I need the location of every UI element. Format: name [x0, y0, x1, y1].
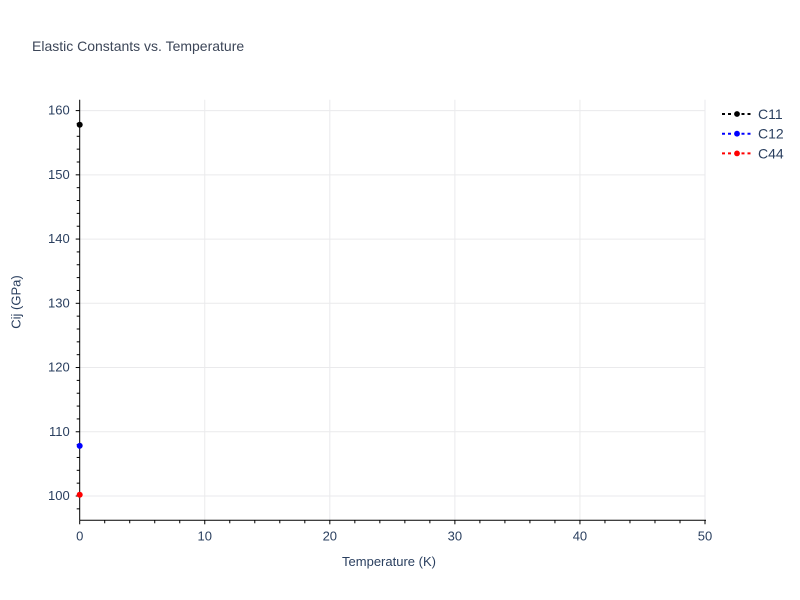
svg-text:C11: C11: [758, 106, 783, 122]
svg-text:100: 100: [48, 488, 70, 503]
svg-text:110: 110: [49, 424, 70, 439]
svg-text:0: 0: [76, 528, 83, 543]
svg-text:140: 140: [48, 231, 70, 246]
svg-text:160: 160: [48, 103, 70, 118]
svg-text:120: 120: [48, 360, 70, 375]
svg-text:150: 150: [48, 167, 70, 182]
svg-text:C12: C12: [758, 126, 784, 142]
svg-text:C44: C44: [758, 145, 784, 161]
svg-text:20: 20: [323, 528, 337, 543]
svg-text:40: 40: [573, 528, 587, 543]
svg-text:10: 10: [198, 528, 212, 543]
svg-text:30: 30: [448, 528, 462, 543]
svg-text:130: 130: [48, 295, 70, 310]
svg-text:50: 50: [698, 528, 712, 543]
